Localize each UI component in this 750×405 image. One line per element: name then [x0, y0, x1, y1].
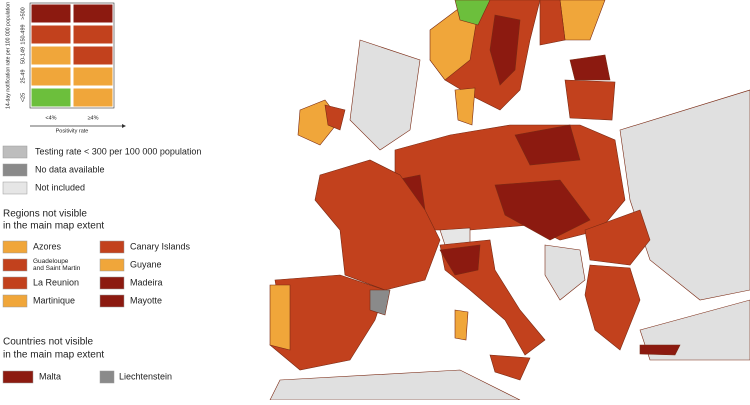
region	[324, 104, 346, 131]
region	[269, 284, 291, 351]
region	[514, 124, 581, 166]
region	[569, 54, 611, 81]
matrix-cell	[30, 24, 72, 45]
land-outside	[619, 89, 750, 301]
legend-label: Martinique	[33, 295, 75, 305]
legend-swatch	[2, 276, 28, 290]
matrix-cell	[72, 45, 114, 66]
legend-label: Azores	[33, 241, 62, 251]
legend-swatch	[2, 294, 28, 308]
matrix-cell	[72, 66, 114, 87]
legend-swatch	[99, 258, 125, 272]
legend-label: Testing rate < 300 per 100 000 populatio…	[35, 146, 201, 156]
matrix-cell	[72, 3, 114, 24]
region	[454, 87, 476, 126]
matrix-column-label: ≥4%	[88, 115, 99, 121]
matrix-row-label: >500	[20, 7, 26, 19]
region	[454, 309, 469, 341]
matrix-row-label: 25-49	[20, 69, 26, 83]
section-heading: Regions not visible	[3, 209, 87, 220]
land-outside	[349, 39, 421, 151]
legend-label: Not included	[35, 182, 85, 192]
legend-swatch	[2, 370, 34, 384]
legend-swatch	[99, 294, 125, 308]
section-heading: Countries not visible	[3, 337, 93, 348]
matrix-cell	[72, 87, 114, 108]
region	[639, 344, 681, 356]
region	[564, 79, 616, 121]
region	[489, 354, 531, 381]
region	[489, 14, 521, 86]
map	[269, 0, 750, 401]
region	[494, 179, 591, 241]
legend-swatch	[99, 276, 125, 290]
legend-label: Liechtenstein	[119, 371, 172, 381]
legend-swatch	[2, 240, 28, 254]
legend-swatch	[99, 240, 125, 254]
legend-label: Guyane	[130, 259, 162, 269]
legend-swatch	[2, 145, 28, 159]
region	[559, 0, 606, 41]
matrix-cell	[72, 24, 114, 45]
legend-swatch	[99, 370, 115, 384]
legend-label: Canary Islands	[130, 241, 191, 251]
region	[539, 0, 566, 46]
matrix-cell	[30, 3, 72, 24]
legend-label: La Reunion	[33, 277, 79, 287]
matrix-row-label: 50-149	[20, 47, 26, 64]
legend-swatch	[2, 258, 28, 272]
legend-label: Guadeloupe	[33, 258, 69, 265]
region	[439, 244, 481, 276]
matrix-x-arrow	[122, 124, 126, 128]
legend-label: No data available	[35, 164, 105, 174]
legend: 14-day notification rate per 100 000 pop…	[2, 2, 201, 384]
legend-label: Madeira	[130, 277, 163, 287]
land-outside	[544, 244, 586, 301]
matrix-column-label: <4%	[45, 115, 56, 121]
matrix-y-axis-label: 14-day notification rate per 100 000 pop…	[5, 2, 11, 109]
legend-label: Mayotte	[130, 295, 162, 305]
matrix-cell	[30, 87, 72, 108]
legend-swatch	[2, 181, 28, 195]
land-outside	[269, 369, 521, 401]
matrix-x-axis-label: Positivity rate	[56, 128, 89, 134]
matrix-row-label: 150-499	[20, 24, 26, 44]
region	[454, 0, 491, 26]
section-heading: in the main map extent	[3, 221, 104, 232]
legend-label: and Saint Martin	[33, 265, 81, 272]
legend-label: Malta	[39, 371, 61, 381]
section-heading: in the main map extent	[3, 350, 104, 361]
region	[584, 264, 641, 351]
region	[314, 159, 441, 291]
region	[584, 209, 651, 266]
matrix-row-label: <25	[20, 93, 26, 102]
region	[369, 289, 391, 316]
matrix-frame	[29, 2, 115, 109]
matrix-cell	[30, 45, 72, 66]
matrix-cell	[30, 66, 72, 87]
legend-swatch	[2, 163, 28, 177]
